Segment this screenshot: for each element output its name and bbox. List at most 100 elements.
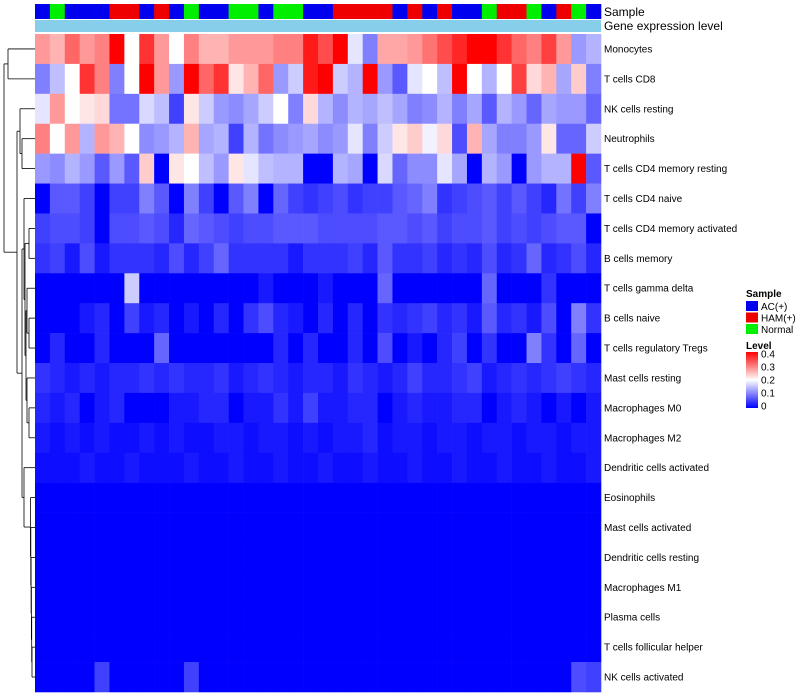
heatmap-cell (154, 572, 170, 603)
heatmap-cell (377, 243, 393, 274)
heatmap-cell (511, 273, 527, 304)
heatmap-cell (541, 34, 557, 65)
heatmap-cell (332, 243, 349, 274)
heatmap-cell (213, 93, 229, 125)
heatmap-cell (198, 93, 215, 125)
heatmap-cell (213, 213, 229, 244)
heatmap-cell (139, 422, 155, 454)
legend-level-tick: 0.4 (761, 350, 775, 361)
heatmap-cell (526, 183, 542, 214)
heatmap-cell (124, 273, 140, 304)
heatmap-cell (79, 333, 95, 364)
heatmap-cell (407, 243, 423, 274)
heatmap-cell (556, 542, 572, 573)
heatmap-cell (49, 243, 66, 274)
heatmap-cell (243, 602, 259, 633)
heatmap-cell (362, 572, 378, 603)
heatmap-cell (332, 452, 349, 483)
heatmap-cell (49, 34, 66, 65)
sample-annotation-cell (35, 4, 51, 19)
heatmap-cell (407, 512, 423, 543)
heatmap-cell (586, 392, 602, 424)
heatmap-cell (154, 363, 170, 394)
heatmap-cell (94, 602, 110, 633)
heatmap-cell (347, 63, 363, 95)
heatmap-cell (437, 482, 453, 513)
heatmap-cell (541, 452, 557, 483)
heatmap-cell (318, 93, 334, 125)
heatmap-cell (377, 333, 393, 364)
heatmap-cell (35, 512, 51, 543)
heatmap-cell (35, 183, 51, 214)
heatmap-cell (94, 63, 110, 95)
heatmap-cell (407, 422, 423, 454)
heatmap-cell (422, 213, 438, 244)
row-label: T cells gamma delta (604, 284, 694, 295)
heatmap-cell (571, 333, 587, 364)
heatmap-cell (407, 452, 423, 483)
heatmap-cell (124, 602, 140, 633)
heatmap-cell (511, 363, 527, 394)
row-label: Eosinophils (604, 493, 655, 504)
heatmap-cell (213, 363, 229, 394)
heatmap-cell (437, 213, 453, 244)
heatmap-cell (556, 662, 572, 693)
heatmap-cell (392, 662, 408, 693)
heatmap-cell (437, 333, 453, 364)
heatmap-cell (481, 542, 498, 573)
heatmap-cell (318, 452, 334, 483)
heatmap-cell (511, 632, 527, 663)
heatmap-cell (154, 392, 170, 424)
heatmap-cell (556, 363, 572, 394)
heatmap-cell (526, 632, 542, 663)
heatmap-cell (392, 602, 408, 633)
heatmap-cell (318, 34, 334, 65)
heatmap-cell (422, 363, 438, 394)
sample-annotation-cell (437, 4, 453, 19)
heatmap-cell (407, 153, 423, 184)
heatmap-cell (496, 512, 512, 543)
heatmap-cell (288, 542, 304, 573)
heatmap-cell (94, 512, 110, 543)
heatmap-cell (258, 153, 274, 184)
heatmap-cell (303, 482, 319, 513)
sample-annotation-cell (556, 4, 572, 19)
heatmap-cell (94, 303, 110, 334)
heatmap-cell (392, 452, 408, 483)
heatmap-cell (109, 303, 125, 334)
heatmap-cell (109, 602, 125, 633)
heatmap-cell (288, 333, 304, 364)
heatmap-cell (511, 93, 527, 125)
heatmap-cell (556, 183, 572, 214)
sample-annotation-cell (288, 4, 304, 19)
heatmap-cell (318, 422, 334, 454)
heatmap-cell (571, 542, 587, 573)
heatmap-cell (586, 93, 602, 125)
heatmap-cell (273, 482, 289, 513)
heatmap-cell (392, 542, 408, 573)
heatmap-cell (273, 422, 289, 454)
heatmap-cell (526, 512, 542, 543)
heatmap-cell (392, 243, 408, 274)
heatmap-cell (64, 273, 80, 304)
heatmap-cell (124, 422, 140, 454)
heatmap-cell (392, 632, 408, 663)
heatmap-cell (526, 153, 542, 184)
heatmap-cell (49, 363, 66, 394)
heatmap-cell (79, 183, 95, 214)
heatmap-cell (586, 572, 602, 603)
heatmap-cell (183, 602, 200, 633)
heatmap-cell (303, 333, 319, 364)
row-dendrogram (3, 48, 35, 678)
heatmap-cell (273, 572, 289, 603)
heatmap-cell (318, 512, 334, 543)
heatmap-cell (198, 213, 215, 244)
heatmap-cell (124, 542, 140, 573)
heatmap-cell (198, 422, 215, 454)
heatmap-cell (183, 273, 200, 304)
sample-annotation-cell (362, 4, 378, 19)
heatmap-cell (169, 93, 185, 125)
legend-swatch (746, 312, 758, 323)
heatmap-cell (273, 153, 289, 184)
heatmap-cell (49, 303, 66, 334)
